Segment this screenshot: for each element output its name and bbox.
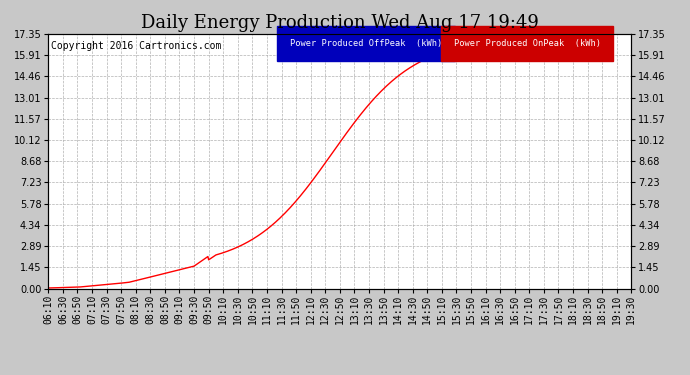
Text: Power Produced OnPeak  (kWh): Power Produced OnPeak (kWh) <box>453 39 600 48</box>
Text: Copyright 2016 Cartronics.com: Copyright 2016 Cartronics.com <box>51 41 221 51</box>
Title: Daily Energy Production Wed Aug 17 19:49: Daily Energy Production Wed Aug 17 19:49 <box>141 14 539 32</box>
Text: Power Produced OffPeak  (kWh): Power Produced OffPeak (kWh) <box>290 39 442 48</box>
